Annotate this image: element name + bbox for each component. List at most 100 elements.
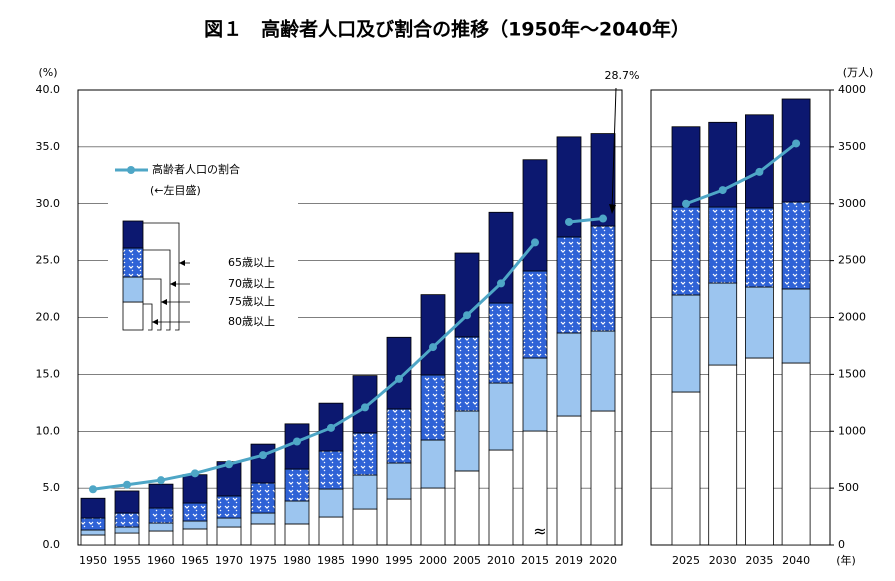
legend-label: 70歳以上 <box>228 277 275 290</box>
bar-segment <box>454 410 480 472</box>
line <box>568 217 604 224</box>
y2-tick-label: 2500 <box>838 254 866 267</box>
bar-segment <box>318 516 344 546</box>
legend-arrow <box>152 319 158 325</box>
y-tick-label: 5.0 <box>43 481 61 494</box>
line-point <box>89 485 97 494</box>
line <box>92 241 537 491</box>
y-tick-label: 35.0 <box>36 140 61 153</box>
bar-segment <box>250 443 276 484</box>
bar-segment <box>671 294 701 393</box>
y-tick-label: 15.0 <box>36 367 61 380</box>
bar-segment <box>284 523 310 546</box>
legend-label: 65歳以上 <box>228 256 275 269</box>
annotation: 28.7% <box>605 69 640 82</box>
bar-segment <box>80 529 106 536</box>
bar-segment <box>590 410 616 546</box>
x-tick-label: 1990 <box>351 554 379 567</box>
line-point <box>599 214 607 223</box>
line-point <box>157 476 165 485</box>
bar-segment <box>114 532 140 546</box>
line-point <box>395 374 403 383</box>
legend-bg <box>108 150 298 208</box>
legend-arrow <box>179 260 185 266</box>
x-tick-label: 1950 <box>79 554 107 567</box>
x-tick-label: 2019 <box>555 554 583 567</box>
bar-segment <box>708 206 738 284</box>
bar-segment <box>386 408 412 464</box>
bar-segment <box>745 357 774 546</box>
x-tick-label: 2000 <box>419 554 447 567</box>
line-point <box>682 199 690 208</box>
bar-segment <box>250 523 276 546</box>
x-tick-label: 2025 <box>672 554 700 567</box>
bar-segment <box>182 474 208 504</box>
y2-tick-label: 3500 <box>838 140 866 153</box>
bar-segment <box>590 133 616 227</box>
bar-segment <box>708 282 738 366</box>
line-point <box>429 343 437 352</box>
y2-unit: (万人) <box>843 66 874 79</box>
bar-segment <box>590 330 616 412</box>
legend-label: 80歳以上 <box>228 315 275 328</box>
y-tick-label: 25.0 <box>36 254 61 267</box>
bar-segment <box>420 487 446 546</box>
line-point <box>497 279 505 288</box>
legend-label: 75歳以上 <box>228 295 275 308</box>
bar-segment <box>745 114 774 209</box>
legend-bracket <box>143 303 153 331</box>
y2-tick-label: 1000 <box>838 424 866 437</box>
y-tick-label: 40.0 <box>36 83 61 96</box>
bar-segment <box>781 201 811 290</box>
bar-segment <box>420 294 446 376</box>
y2-tick-label: 500 <box>838 481 859 494</box>
bar-segment <box>284 423 310 470</box>
legend-bracket <box>143 222 180 331</box>
x-tick-label: 1955 <box>113 554 141 567</box>
y-tick-label: 30.0 <box>36 197 61 210</box>
x-tick-label: 1980 <box>283 554 311 567</box>
bar-segment <box>781 288 811 364</box>
bar-segment <box>148 522 174 532</box>
bar-segment <box>250 512 276 525</box>
bar-segment <box>522 270 548 359</box>
bar-segment <box>216 526 242 546</box>
y2-tick-label: 2000 <box>838 311 866 324</box>
bar-segment <box>114 512 140 528</box>
line-point <box>718 186 727 195</box>
line-point <box>293 437 301 446</box>
bar-segment <box>556 332 582 417</box>
legend-swatch <box>122 301 144 331</box>
legend-swatch <box>122 220 144 249</box>
bar-segment <box>284 500 310 525</box>
bar-segment <box>182 528 208 546</box>
bar-segment <box>590 225 616 332</box>
bar-segment <box>522 357 548 432</box>
axis-break: ≈ <box>533 522 546 541</box>
bar-segment <box>745 207 774 288</box>
legend-bracket <box>143 249 171 331</box>
line-point <box>225 460 233 469</box>
x-tick-label: 1960 <box>147 554 175 567</box>
x-tick-label: 2020 <box>589 554 617 567</box>
y-unit: (%) <box>38 66 57 79</box>
line-point <box>565 217 573 226</box>
bar-segment <box>114 490 140 514</box>
x-tick-label: 2005 <box>453 554 481 567</box>
bar-segment <box>781 362 811 546</box>
bar-segment <box>556 236 582 334</box>
bar-segment <box>182 502 208 522</box>
y2-tick-label: 1500 <box>838 367 866 380</box>
y-tick-label: 10.0 <box>36 424 61 437</box>
bar-segment <box>318 488 344 518</box>
bar-segment <box>488 382 514 451</box>
bar-segment <box>454 470 480 546</box>
line-point <box>792 139 801 148</box>
legend-arrow <box>170 281 176 287</box>
x-tick-label: 1985 <box>317 554 345 567</box>
y2-tick-label: 3000 <box>838 197 866 210</box>
bar-segment <box>216 495 242 519</box>
line-point <box>531 238 539 247</box>
annotation-line <box>611 87 617 211</box>
